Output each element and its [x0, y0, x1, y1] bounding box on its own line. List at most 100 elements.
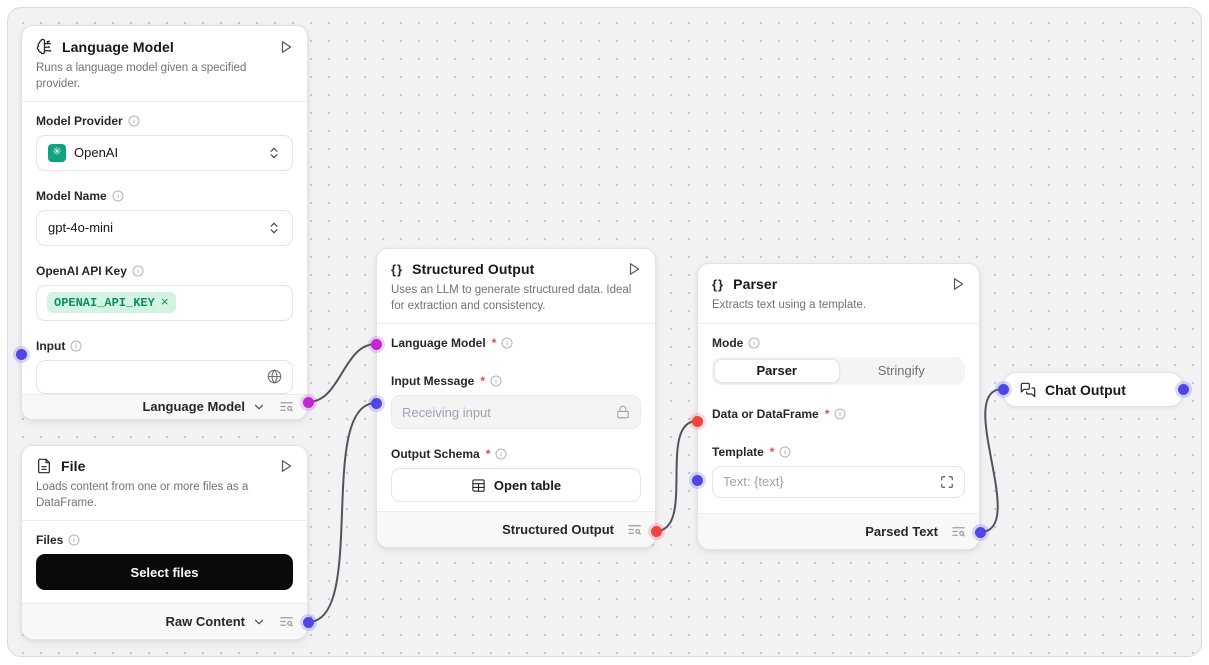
inspect-output-icon[interactable]	[627, 522, 642, 537]
node-file[interactable]: File Loads content from one or more file…	[21, 445, 308, 640]
field-label-language-model: Language Model *	[391, 336, 641, 350]
handle-languagemodel-input[interactable]	[15, 348, 27, 360]
node-description: Extracts text using a template.	[712, 299, 867, 311]
node-description: Loads content from one or more files as …	[36, 481, 249, 509]
input-field[interactable]	[36, 359, 293, 394]
play-icon[interactable]	[627, 262, 641, 276]
field-label-model-provider: Model Provider	[36, 114, 293, 128]
field-label-files: Files	[36, 533, 293, 547]
divider	[698, 322, 979, 324]
edge-parser-to-chatoutput[interactable]	[979, 388, 1004, 533]
select-files-button[interactable]: Select files	[36, 554, 293, 591]
lock-icon	[616, 405, 630, 419]
api-key-input[interactable]: OPENAI_API_KEY ×	[36, 284, 293, 321]
play-icon[interactable]	[951, 277, 965, 291]
info-icon	[501, 337, 513, 349]
required-marker: *	[769, 444, 775, 459]
info-icon	[70, 340, 82, 352]
handle-structuredoutput-inputmessage-input[interactable]	[370, 397, 382, 409]
divider	[377, 323, 655, 325]
node-title: Structured Output	[412, 261, 535, 277]
play-icon[interactable]	[279, 459, 293, 473]
edge-structuredoutput-to-parser[interactable]	[655, 420, 698, 532]
node-description: Uses an LLM to generate structured data.…	[391, 284, 632, 312]
handle-chatoutput-output[interactable]	[1177, 383, 1189, 395]
handle-file-rawcontent-output[interactable]	[302, 616, 314, 628]
field-label-data: Data or DataFrame *	[712, 407, 965, 421]
model-name-value: gpt-4o-mini	[48, 220, 114, 236]
node-parser[interactable]: {} Parser Extracts text using a template…	[697, 263, 980, 550]
chevron-down-icon[interactable]	[252, 615, 266, 629]
info-icon	[495, 448, 507, 460]
inspect-output-icon[interactable]	[279, 614, 294, 629]
info-icon	[68, 534, 80, 546]
handle-languagemodel-output[interactable]	[302, 396, 314, 408]
output-label: Parsed Text	[865, 524, 938, 539]
braces-icon: {}	[391, 261, 404, 277]
input-message-field	[391, 395, 641, 430]
info-icon	[748, 337, 760, 349]
handle-parser-template-input[interactable]	[691, 474, 703, 486]
node-structured-output[interactable]: {} Structured Output Uses an LLM to gene…	[376, 248, 656, 548]
edge-file-to-structuredoutput[interactable]	[307, 402, 377, 623]
template-text[interactable]	[723, 474, 940, 490]
divider	[22, 520, 307, 522]
handle-chatoutput-input[interactable]	[997, 383, 1009, 395]
globe-icon[interactable]	[267, 369, 282, 384]
mode-option-parser[interactable]: Parser	[714, 358, 840, 383]
field-label-input: Input	[36, 339, 293, 353]
template-field[interactable]	[712, 465, 965, 498]
info-icon	[132, 265, 144, 277]
info-icon	[490, 375, 502, 387]
inspect-output-icon[interactable]	[951, 524, 966, 539]
node-title: Parser	[733, 276, 778, 292]
required-marker: *	[824, 406, 830, 421]
openai-logo-icon: ✳	[48, 143, 66, 162]
inspect-output-icon[interactable]	[279, 399, 294, 414]
field-label-input-message: Input Message *	[391, 374, 641, 388]
info-icon	[779, 446, 791, 458]
api-key-badge: OPENAI_API_KEY ×	[47, 292, 176, 314]
remove-badge-icon[interactable]: ×	[160, 295, 169, 311]
model-provider-select[interactable]: ✳ OpenAI	[36, 134, 293, 171]
file-icon	[36, 458, 52, 474]
handle-parser-data-input[interactable]	[691, 415, 703, 427]
expand-icon[interactable]	[940, 475, 954, 489]
field-label-mode: Mode	[712, 336, 965, 350]
info-icon	[112, 190, 124, 202]
mode-segmented-control: Parser Stringify	[712, 356, 965, 385]
node-output-row: Language Model	[22, 393, 307, 419]
node-output-row: Raw Content	[22, 603, 307, 639]
input-message-text	[402, 404, 616, 420]
divider	[22, 101, 307, 102]
messages-square-icon	[1020, 382, 1036, 398]
input-field-text[interactable]	[47, 369, 267, 385]
chevron-down-icon[interactable]	[252, 400, 266, 414]
chevrons-up-down-icon	[267, 146, 281, 160]
table-icon	[471, 478, 486, 493]
open-table-button[interactable]: Open table	[391, 468, 641, 503]
model-name-select[interactable]: gpt-4o-mini	[36, 209, 293, 246]
node-output-row: Structured Output	[377, 511, 655, 547]
required-marker: *	[485, 447, 491, 462]
handle-structuredoutput-languagemodel-input[interactable]	[370, 338, 382, 350]
node-title: Language Model	[62, 38, 174, 55]
handle-structuredoutput-output[interactable]	[650, 525, 662, 537]
output-label: Structured Output	[502, 522, 614, 537]
info-icon	[834, 408, 846, 420]
required-marker: *	[480, 374, 486, 389]
brain-circuit-icon	[36, 38, 53, 55]
edge-languagemodel-to-structuredoutput[interactable]	[307, 343, 377, 403]
field-label-model-name: Model Name	[36, 189, 293, 203]
model-provider-value: OpenAI	[74, 145, 119, 161]
play-icon[interactable]	[279, 40, 293, 54]
chevrons-up-down-icon	[267, 221, 281, 235]
mode-option-stringify[interactable]: Stringify	[877, 363, 925, 379]
handle-parser-parsedtext-output[interactable]	[974, 526, 986, 538]
node-chat-output[interactable]: Chat Output	[1003, 372, 1183, 407]
field-label-template: Template *	[712, 445, 965, 459]
required-marker: *	[491, 336, 497, 351]
node-language-model[interactable]: Language Model Runs a language model giv…	[21, 25, 308, 420]
node-title: Chat Output	[1045, 381, 1126, 398]
